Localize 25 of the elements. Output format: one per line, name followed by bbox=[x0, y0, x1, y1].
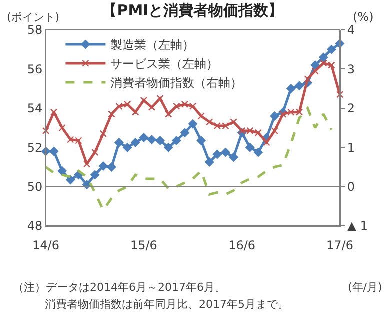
y-axis-title: (ポイント) bbox=[7, 11, 60, 24]
chart-title: 【PMIと消費者物価指数】 bbox=[102, 1, 284, 20]
legend-label: 製造業（左軸） bbox=[110, 38, 195, 52]
y2-tick-label: 1 bbox=[347, 140, 356, 155]
text: 消費者物価指数は前年同月比、2017年5月まで。 bbox=[45, 298, 289, 311]
y-tick-label: 48 bbox=[27, 219, 43, 234]
x-axis-title: (年/月) bbox=[348, 281, 382, 294]
text: （注）データは2014年6月～2017年6月。 bbox=[13, 281, 226, 294]
y-tick-label: 54 bbox=[27, 102, 43, 116]
x-tick-label: 15/6 bbox=[130, 238, 158, 252]
legend-label: 消費者物価指数（右軸） bbox=[110, 76, 243, 90]
y2-tick-label: 3 bbox=[347, 62, 356, 76]
x-tick-label: 17/6 bbox=[326, 238, 354, 252]
y2-tick-label: 0 bbox=[347, 180, 356, 194]
y2-tick-label: ▲ 1 bbox=[347, 219, 368, 234]
y2-tick-label: 4 bbox=[347, 23, 356, 38]
x-tick-label: 14/6 bbox=[32, 238, 60, 252]
y-tick-label: 50 bbox=[27, 180, 43, 194]
y2-axis-title: (%) bbox=[353, 10, 374, 24]
y-tick-label: 58 bbox=[27, 23, 43, 38]
y2-tick-label: 2 bbox=[347, 102, 356, 116]
y-tick-label: 56 bbox=[27, 62, 43, 76]
legend-label: サービス業（左軸） bbox=[110, 57, 219, 72]
x-tick-label: 16/6 bbox=[228, 238, 256, 252]
y-tick-label: 52 bbox=[27, 140, 43, 155]
